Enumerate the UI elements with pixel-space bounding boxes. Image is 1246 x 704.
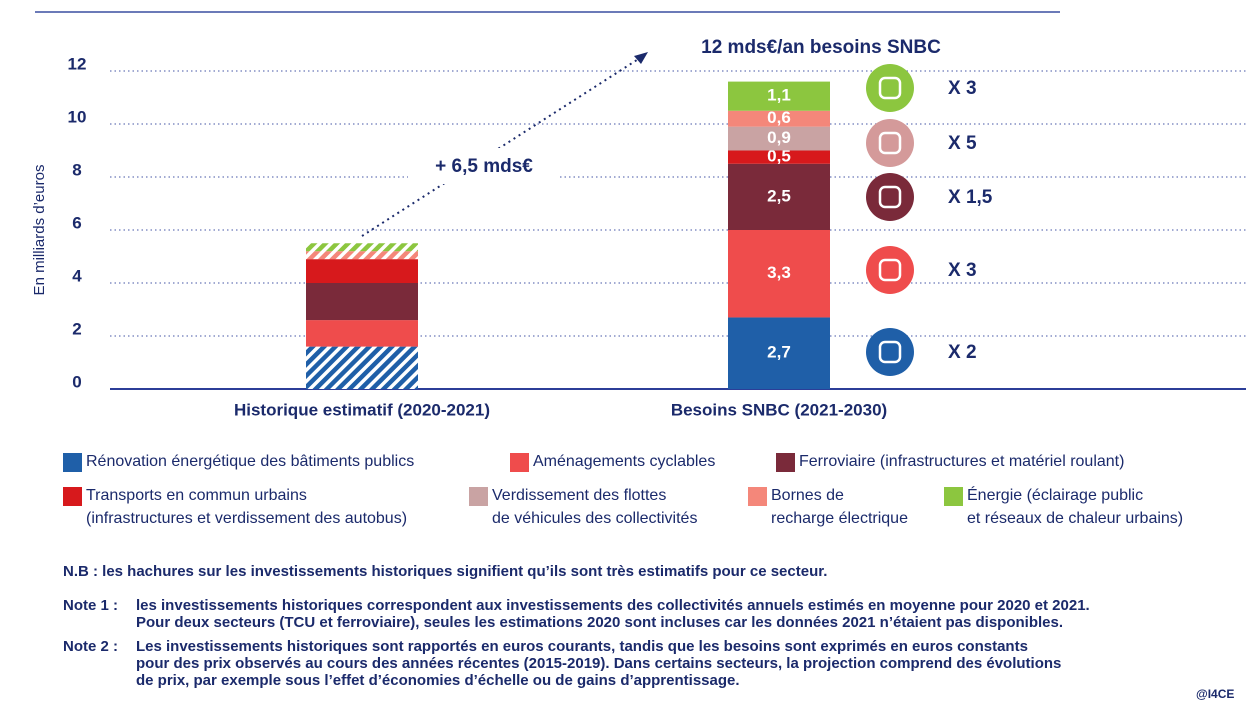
icon: [866, 246, 914, 294]
legend-swatch: [63, 453, 82, 472]
legend-label: Énergie (éclairage public et réseaux de …: [967, 487, 1184, 527]
value-label: 0,6: [767, 108, 791, 127]
multiplier-label: X 5: [948, 133, 977, 154]
multiplier-label: X 2: [948, 342, 977, 363]
legend-swatch: [63, 487, 82, 506]
multiplier-label: X 1,5: [948, 187, 993, 208]
legend-label: Bornes de recharge électrique: [771, 487, 908, 527]
icon: [866, 119, 914, 167]
bar-segment: [728, 150, 830, 164]
note-nb: N.B : les hachures sur les investissemen…: [63, 563, 828, 580]
icon-glyph: [878, 131, 902, 155]
y-tick-label: 4: [72, 266, 82, 285]
icon: [866, 173, 914, 221]
legend-label: Ferroviaire (infrastructures et matériel…: [799, 453, 1125, 470]
note-label: Note 2 :: [63, 638, 119, 655]
note-line: Pour deux secteurs (TCU et ferroviaire),…: [136, 614, 1064, 631]
legend-label: Aménagements cyclables: [533, 453, 716, 470]
value-label: 0,9: [767, 128, 791, 147]
bar-segment: [306, 320, 418, 347]
value-label: 0,5: [767, 147, 791, 166]
legend-swatch: [510, 453, 529, 472]
y-tick-label: 12: [68, 54, 87, 73]
value-label: 2,5: [767, 186, 791, 205]
note-line: Les investissements historiques sont rap…: [136, 638, 1028, 655]
annotation: 12 mds€/an besoins SNBC: [701, 37, 941, 58]
note-label: Note 1 :: [63, 597, 119, 614]
note-line: pour des prix observés au cours des anné…: [136, 655, 1062, 672]
legend-label: Transports en commun urbains (infrastruc…: [86, 487, 408, 527]
legend-swatch: [776, 453, 795, 472]
legend-label: Verdissement des flottes de véhicules de…: [492, 487, 698, 527]
arrow-head: [634, 52, 648, 64]
annotation: + 6,5 mds€: [435, 156, 533, 177]
y-tick-label: 10: [68, 107, 87, 126]
bar-segment: [728, 317, 830, 389]
annotation-box: [408, 148, 560, 184]
y-tick-label: 6: [72, 213, 81, 232]
icon: [866, 64, 914, 112]
y-tick-label: 8: [72, 160, 81, 179]
bar-segment: [306, 346, 418, 389]
bar-segment: [306, 251, 418, 260]
legend-swatch: [469, 487, 488, 506]
multiplier-label: X 3: [948, 260, 977, 281]
legend-label: Rénovation énergétique des bâtiments pub…: [86, 453, 415, 470]
bar-segment: [728, 230, 830, 318]
note-line: de prix, par exemple sous l’effet d’écon…: [136, 672, 740, 689]
y-tick-label: 0: [72, 372, 81, 391]
y-tick-label: 2: [72, 319, 81, 338]
legend-swatch: [944, 487, 963, 506]
icon-glyph: [878, 258, 902, 282]
bar-segment: [306, 243, 418, 252]
annotation-box: [652, 30, 990, 64]
y-axis-label: En milliards d’euros: [31, 165, 48, 296]
icon-glyph: [878, 340, 902, 364]
bar-segment: [728, 81, 830, 111]
icon-glyph: [878, 76, 902, 100]
x-tick-label: Besoins SNBC (2021-2030): [671, 400, 887, 419]
x-tick-label: Historique estimatif (2020-2021): [234, 400, 490, 419]
bar-segment: [728, 110, 830, 127]
bar-segment: [728, 163, 830, 230]
icon-glyph: [878, 185, 902, 209]
multiplier-label: X 3: [948, 78, 977, 99]
bar-segment: [306, 259, 418, 283]
annotation-arrow: [361, 57, 641, 237]
value-label: 3,3: [767, 263, 791, 282]
icon: [866, 328, 914, 376]
bar-segment: [306, 283, 418, 321]
value-label: 1,1: [767, 86, 791, 105]
note-line: les investissements historiques correspo…: [136, 597, 1090, 614]
bar-segment: [728, 126, 830, 151]
legend-swatch: [748, 487, 767, 506]
value-label: 2,7: [767, 343, 791, 362]
credit: @I4CE: [1196, 687, 1235, 701]
